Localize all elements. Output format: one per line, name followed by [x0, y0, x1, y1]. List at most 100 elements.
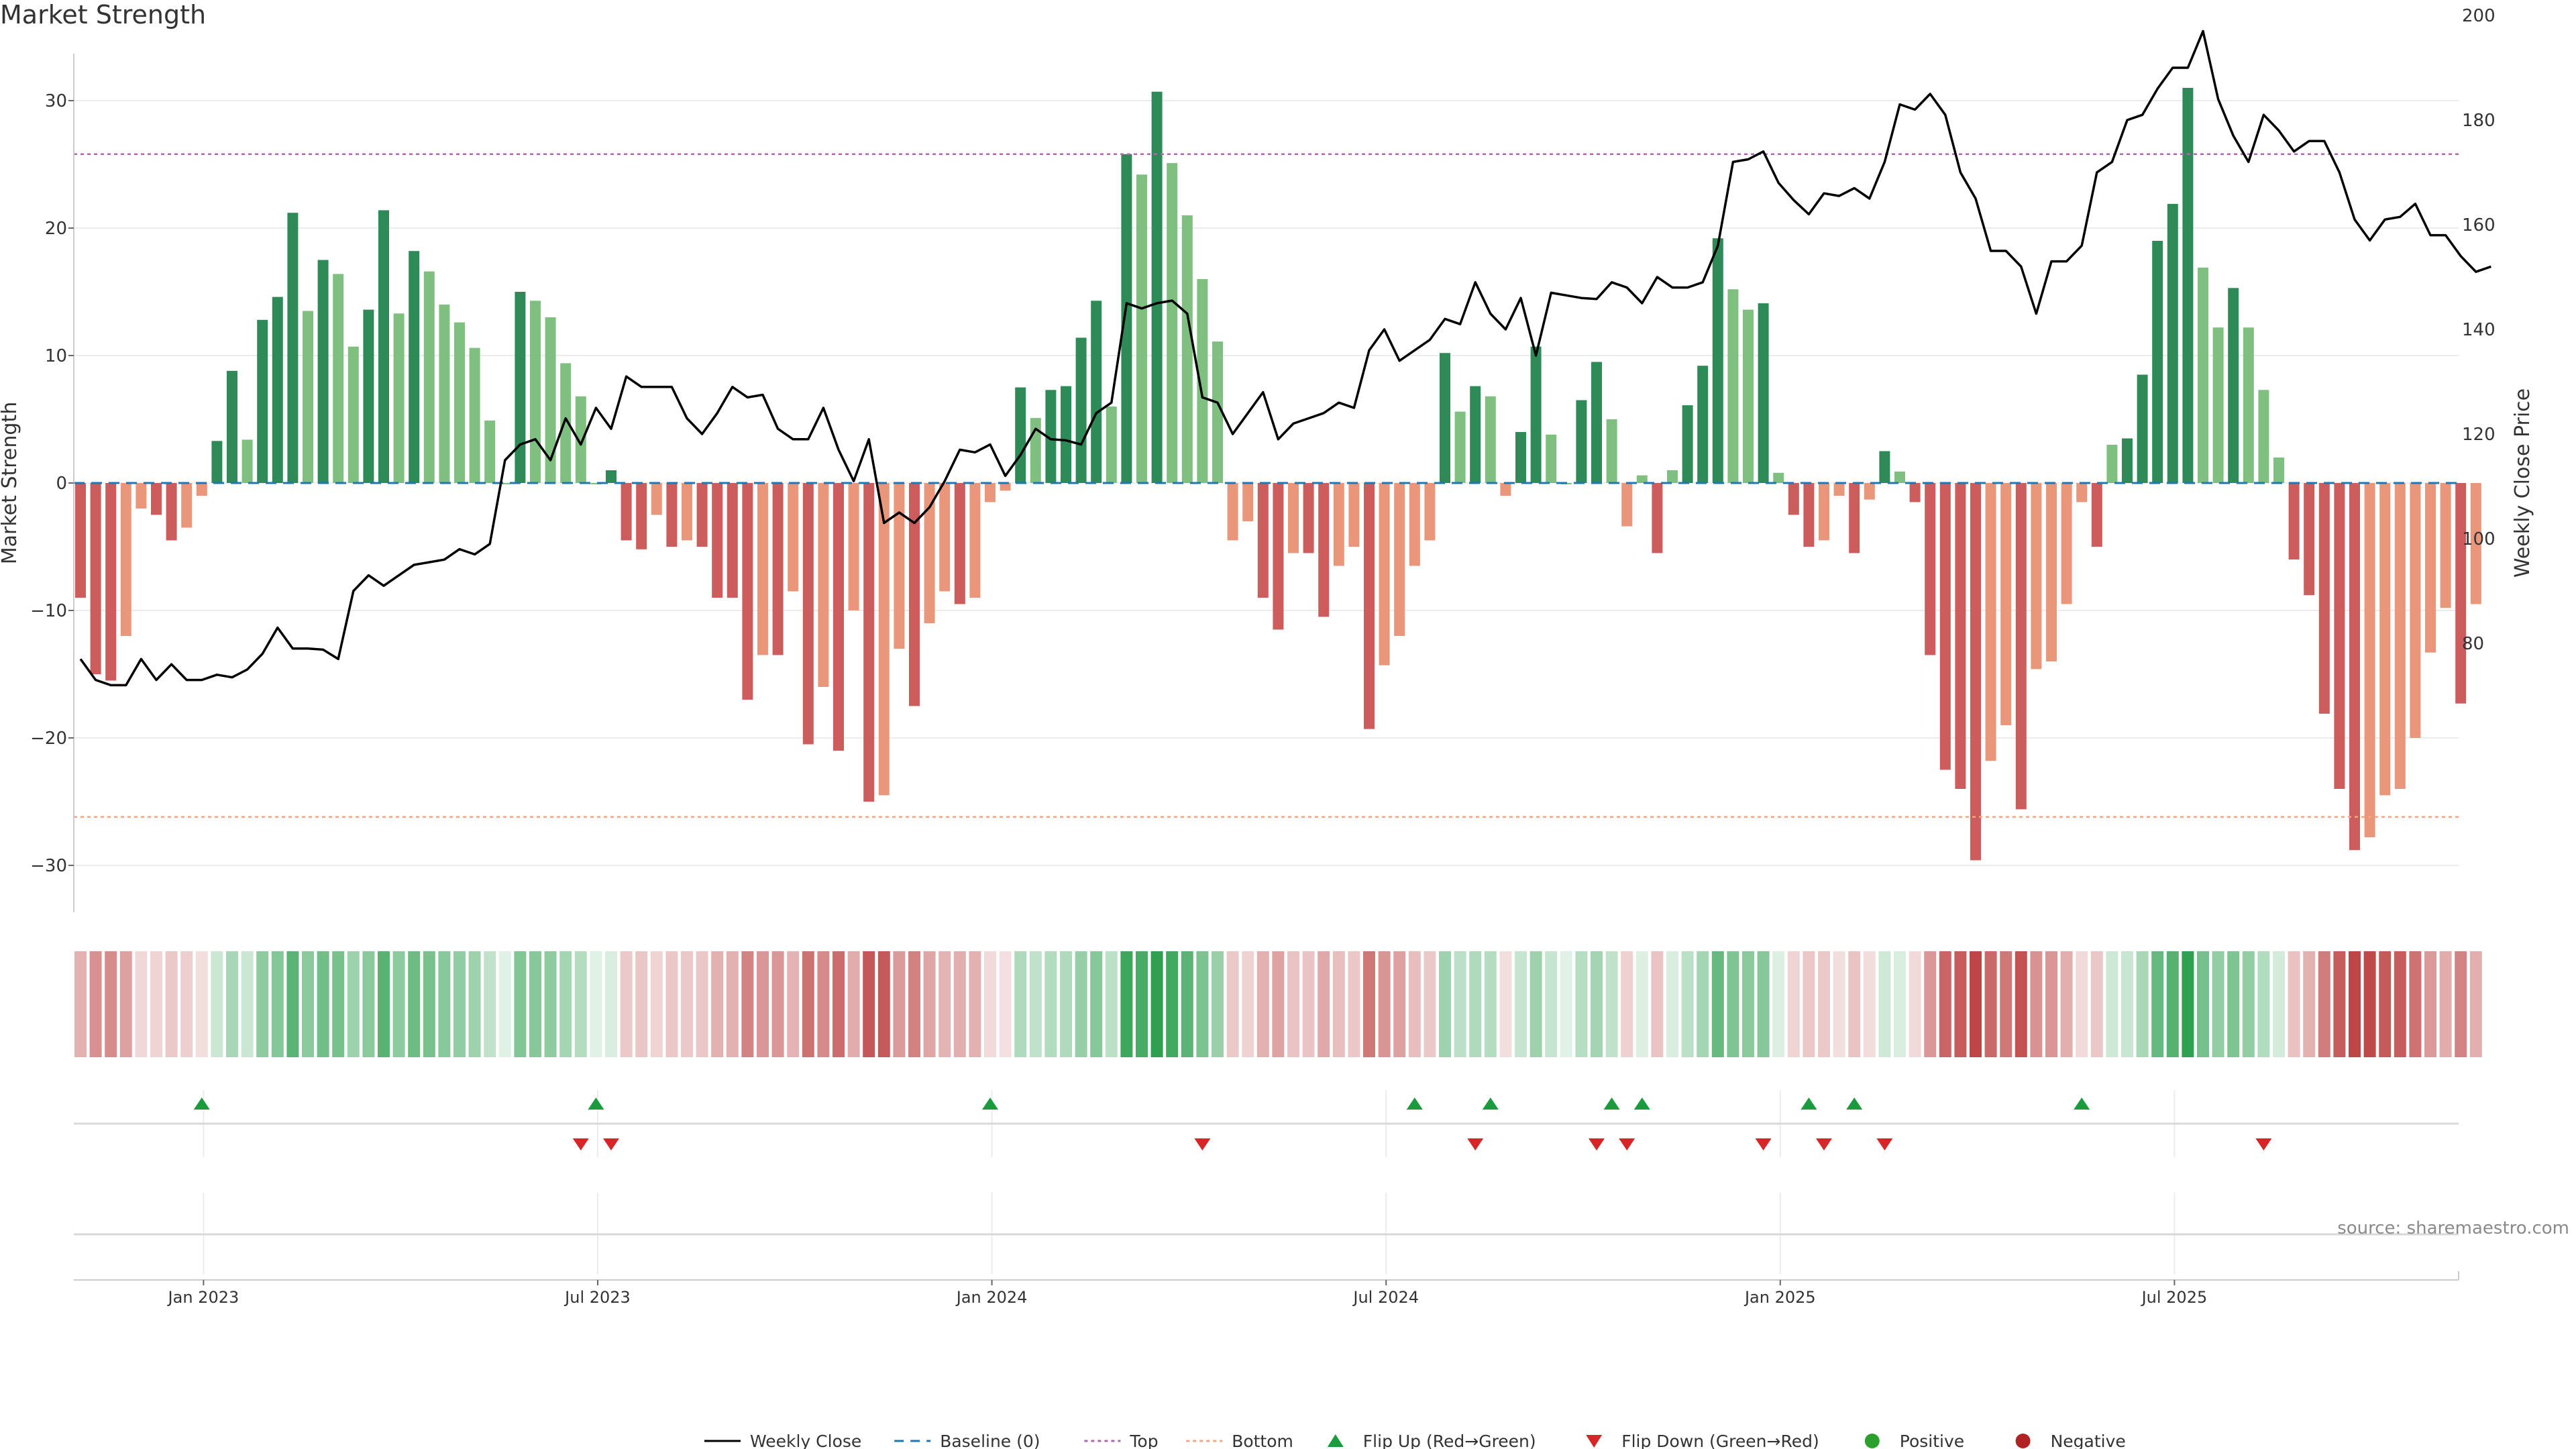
- strength-bar: [1167, 163, 1178, 483]
- heatmap-cell: [559, 951, 572, 1057]
- strength-bar: [2379, 483, 2391, 796]
- strength-bar: [757, 483, 768, 655]
- strength-bar: [1970, 483, 1981, 861]
- y2-tick-label: 140: [2462, 320, 2496, 340]
- strength-bar: [1379, 483, 1390, 665]
- heatmap-cell: [2379, 951, 2392, 1057]
- heatmap-cell: [1348, 951, 1360, 1057]
- price-line-layer: [79, 30, 2491, 687]
- heatmap-cell: [150, 951, 162, 1057]
- chart-title: Market Strength: [0, 0, 207, 30]
- flip-down-marker: [1755, 1138, 1772, 1150]
- strength-bar: [1424, 483, 1436, 541]
- heatmap-cell: [119, 951, 132, 1057]
- strength-bar: [1803, 483, 1815, 547]
- heatmap-cell: [574, 951, 587, 1057]
- y2-tick-label: 120: [2462, 425, 2496, 445]
- strength-bar: [1833, 483, 1845, 496]
- flip-down-marker: [603, 1138, 619, 1150]
- heatmap-cell: [1226, 951, 1239, 1057]
- heatmap-cell: [1545, 951, 1558, 1057]
- strength-bar: [1318, 483, 1330, 617]
- legend-label: Baseline (0): [940, 1432, 1040, 1449]
- heatmap-cell: [1924, 951, 1937, 1057]
- heatmap-cell: [2242, 951, 2255, 1057]
- heatmap-cell: [378, 951, 390, 1057]
- strength-bar: [1621, 483, 1633, 527]
- heatmap-cell: [211, 951, 223, 1057]
- strength-bar: [105, 483, 117, 681]
- y2-tick-label: 180: [2462, 111, 2496, 131]
- strength-bar: [151, 483, 162, 515]
- strength-bar: [484, 420, 496, 483]
- heatmap-cell: [771, 951, 784, 1057]
- heatmap-cell: [1090, 951, 1103, 1057]
- heatmap-cell: [2045, 951, 2057, 1057]
- heatmap-cell: [650, 951, 663, 1057]
- strength-bar: [1712, 238, 1723, 483]
- strength-bar: [560, 363, 572, 483]
- heatmap-cell: [105, 951, 117, 1057]
- strength-bar: [788, 483, 799, 592]
- flip-up-marker: [1801, 1097, 1817, 1110]
- flip-down-marker: [1619, 1138, 1635, 1150]
- heatmap-cell: [2060, 951, 2073, 1057]
- strength-bar: [621, 483, 632, 541]
- heatmap-cell: [1651, 951, 1664, 1057]
- heatmap-cell: [1484, 951, 1497, 1057]
- heatmap-cell: [468, 951, 481, 1057]
- heatmap-cell: [2455, 951, 2467, 1057]
- heatmap-cell: [2227, 951, 2240, 1057]
- heatmap-cell: [1954, 951, 1967, 1057]
- y2-tick-label: 200: [2462, 6, 2496, 26]
- strength-bar: [1864, 483, 1875, 500]
- heatmap-cell: [741, 951, 754, 1057]
- heatmap-cell: [1529, 951, 1542, 1057]
- heatmap-cell: [2257, 951, 2270, 1057]
- strength-bar: [1591, 362, 1602, 483]
- strength-bar: [1288, 483, 1299, 553]
- heatmap-cell: [1635, 951, 1648, 1057]
- heatmap-cell: [2318, 951, 2330, 1057]
- flip-up-marker: [2074, 1097, 2090, 1110]
- heatmap-cell: [1060, 951, 1072, 1057]
- strength-bar: [1394, 483, 1405, 636]
- flip-up-marker: [1846, 1097, 1863, 1110]
- axes: 3020100−10−20−3020018016014012010080Mark…: [0, 6, 2534, 1307]
- strength-bar: [2470, 483, 2481, 604]
- strength-bar: [1515, 432, 1526, 483]
- flip-markers: [193, 1097, 2272, 1150]
- strength-bar: [1652, 483, 1663, 553]
- flip-up-marker: [1482, 1097, 1499, 1110]
- strength-bar: [1576, 400, 1587, 483]
- strength-bar: [1697, 366, 1709, 483]
- y-tick-label: −30: [30, 856, 67, 876]
- heatmap-cell: [1711, 951, 1724, 1057]
- strength-bar: [287, 213, 299, 483]
- heatmap-cell: [696, 951, 708, 1057]
- heatmap-cell: [1120, 951, 1133, 1057]
- strength-bar: [2061, 483, 2072, 604]
- flip-down-marker: [1589, 1138, 1605, 1150]
- legend-label: Weekly Close: [750, 1432, 861, 1449]
- strength-bar: [682, 483, 692, 541]
- strength-bar: [1606, 419, 1617, 483]
- legend: Weekly Close Baseline (0) Top Bottom Flip Up…: [704, 1432, 2126, 1449]
- heatmap-cell: [2424, 951, 2436, 1057]
- strength-bar: [1091, 301, 1102, 483]
- strength-bar: [1015, 387, 1026, 483]
- heatmap-cell: [893, 951, 906, 1057]
- strength-bar: [347, 346, 359, 483]
- strength-bar: [363, 309, 374, 483]
- strength-bar: [727, 483, 738, 598]
- strength-bar: [1758, 303, 1769, 483]
- strength-bar: [696, 483, 708, 547]
- heatmap-cell: [2166, 951, 2179, 1057]
- heatmap-cell: [347, 951, 360, 1057]
- heatmap-cell: [2121, 951, 2133, 1057]
- heatmap-cell: [302, 951, 314, 1057]
- heatmap-cell: [1697, 951, 1709, 1057]
- heatmap-cell: [2333, 951, 2346, 1057]
- heatmap-cell: [2363, 951, 2376, 1057]
- heatmap-cell: [2182, 951, 2194, 1057]
